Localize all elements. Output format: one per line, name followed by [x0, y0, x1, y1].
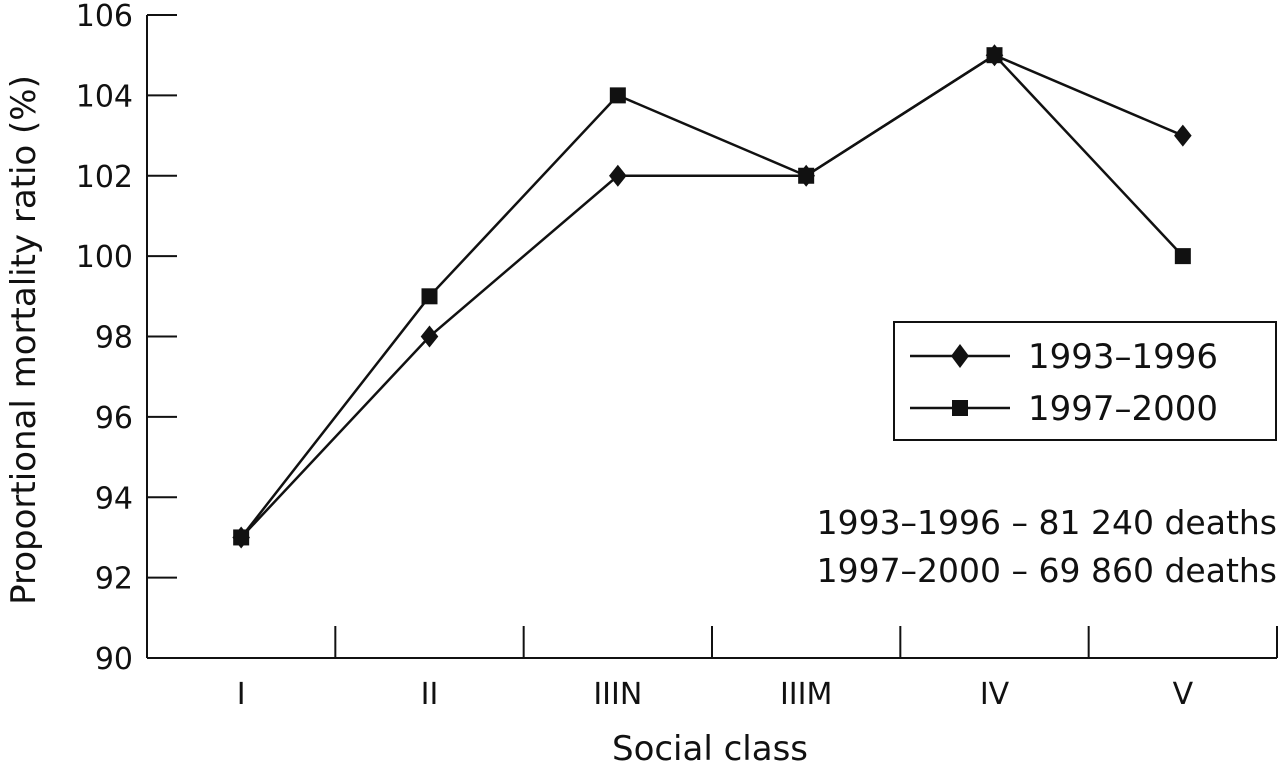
- data-point-diamond: [420, 325, 439, 348]
- y-ticks: 90 92 94 96 98 100 102 104 106: [76, 0, 177, 677]
- data-point-square: [798, 167, 815, 184]
- data-point-square: [1174, 248, 1191, 265]
- x-tick-label: IIIN: [593, 677, 642, 712]
- data-point-square: [421, 288, 438, 305]
- y-tick-label: 98: [95, 321, 133, 356]
- data-point-square: [233, 529, 250, 546]
- legend-label-1993-1996: 1993–1996: [1028, 337, 1218, 377]
- y-tick-label: 100: [76, 240, 133, 275]
- legend-label-1997-2000: 1997–2000: [1028, 389, 1218, 429]
- x-axis-label: Social class: [612, 729, 808, 763]
- legend-square-marker: [952, 400, 968, 416]
- annotation-deaths-1993-1996: 1993–1996 – 81 240 deaths: [817, 503, 1277, 542]
- series-layer: [232, 44, 1192, 549]
- x-ticks: I II IIIN IIIM IV V: [237, 626, 1278, 712]
- y-tick-label: 106: [76, 0, 133, 34]
- x-tick-label: I: [237, 677, 246, 712]
- y-tick-label: 96: [95, 401, 133, 436]
- series-line-1993-1996: [240, 53, 1184, 539]
- y-tick-label: 92: [95, 562, 133, 597]
- y-tick-label: 90: [95, 642, 133, 677]
- x-tick-label: V: [1173, 677, 1194, 712]
- data-point-diamond: [609, 164, 627, 187]
- y-axis-label: Proportional mortality ratio (%): [4, 75, 44, 605]
- x-tick-label: IV: [980, 677, 1010, 712]
- legend: 1993–1996 1997–2000: [893, 321, 1277, 441]
- series-line-1997-2000: [240, 53, 1184, 539]
- data-point-square: [986, 47, 1003, 64]
- data-point-diamond: [1174, 124, 1192, 147]
- y-tick-label: 102: [76, 160, 133, 195]
- annotation-deaths-1997-2000: 1997–2000 – 69 860 deaths: [817, 551, 1277, 590]
- legend-box: [893, 321, 1277, 441]
- x-tick-label: II: [421, 677, 439, 712]
- y-tick-label: 104: [76, 79, 133, 114]
- data-point-square: [609, 87, 626, 104]
- legend-diamond-marker: [951, 344, 969, 368]
- x-tick-label: IIIM: [780, 677, 832, 712]
- y-tick-label: 94: [95, 481, 133, 516]
